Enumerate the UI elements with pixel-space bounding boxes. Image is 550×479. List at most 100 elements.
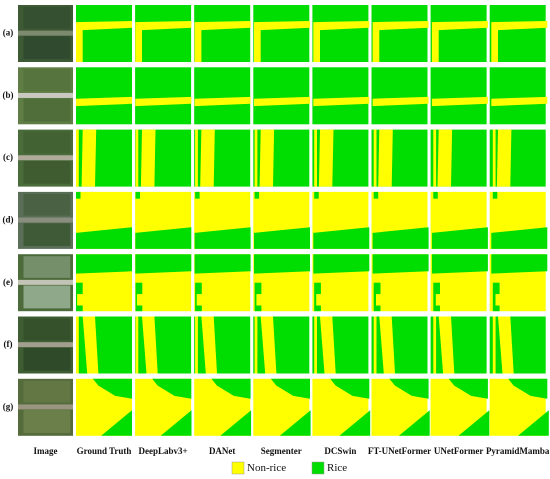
mask-region <box>498 316 514 374</box>
column-label: PyramidMamba <box>486 446 550 456</box>
aerial-image <box>18 129 73 187</box>
road <box>18 279 73 285</box>
field <box>23 160 71 184</box>
aerial-image <box>18 5 73 62</box>
mask-region <box>313 96 370 107</box>
mask-region <box>194 21 251 62</box>
mask-region <box>373 129 377 187</box>
mask-region <box>136 294 147 306</box>
mask-bg <box>135 67 192 125</box>
mask-region <box>196 294 207 306</box>
mask-region <box>270 378 310 399</box>
aerial-image <box>18 316 73 374</box>
mask-region <box>81 129 97 187</box>
aerial-image <box>18 254 73 312</box>
mask-region <box>135 129 139 187</box>
mask-region <box>491 96 548 107</box>
mask-region <box>135 191 140 199</box>
mask-region <box>211 378 251 399</box>
row-label: (g) <box>3 401 14 411</box>
mask-region <box>379 316 395 374</box>
mask-bg <box>371 67 428 125</box>
mask-bg <box>194 67 251 125</box>
mask-bg <box>253 5 310 62</box>
segmentation-mask <box>489 191 548 249</box>
mask-region <box>373 316 377 374</box>
mask-region <box>140 129 156 187</box>
mask-bg <box>194 5 251 62</box>
mask-region <box>76 129 79 187</box>
mask-region <box>372 96 429 107</box>
segmentation-mask <box>489 378 549 436</box>
legend-label: Rice <box>327 462 347 474</box>
mask-region <box>316 294 327 306</box>
mask-region <box>254 21 310 62</box>
segmentation-mask <box>135 67 192 125</box>
mask-region <box>101 410 132 436</box>
segmentation-mask <box>312 129 369 187</box>
segmentation-mask <box>76 191 132 249</box>
column-label: DeepLabv3+ <box>139 446 188 456</box>
row-label: (e) <box>3 277 13 287</box>
mask-region <box>254 129 258 187</box>
segmentation-mask <box>135 129 192 187</box>
row-label: (c) <box>3 152 13 162</box>
mask-region <box>254 254 310 274</box>
mask-region <box>438 316 455 374</box>
field <box>23 223 71 247</box>
mask-region <box>437 129 453 187</box>
segmentation-mask <box>312 316 369 374</box>
mask-region <box>313 254 370 274</box>
mask-region <box>318 129 334 187</box>
mask-region <box>313 227 370 249</box>
segmentation-mask <box>430 378 490 436</box>
mask-region <box>320 316 336 374</box>
mask-region <box>448 378 488 399</box>
segmentation-mask <box>76 129 132 187</box>
column-label: DCSwin <box>324 446 356 456</box>
segmentation-mask <box>194 67 251 125</box>
segmentation-mask <box>253 316 310 374</box>
segmentation-mask <box>194 378 252 436</box>
aerial-image <box>18 191 73 249</box>
field <box>23 285 71 309</box>
segmentation-mask <box>253 191 310 249</box>
mask-region <box>313 21 370 62</box>
field <box>23 410 71 433</box>
mask-region <box>254 96 310 107</box>
mask-region <box>76 96 132 107</box>
segmentation-mask <box>76 5 132 62</box>
mask-region <box>194 254 251 274</box>
field <box>23 347 71 371</box>
mask-bg <box>489 67 546 125</box>
segmentation-mask <box>489 254 548 312</box>
road <box>18 404 73 410</box>
mask-region <box>135 316 139 374</box>
mask-bg <box>430 316 487 374</box>
field <box>23 7 71 29</box>
mask-region <box>433 316 437 374</box>
column-label: DANet <box>209 446 236 456</box>
mask-region <box>314 191 319 199</box>
mask-region <box>76 191 81 199</box>
segmentation-mask <box>430 129 487 187</box>
segmentation-mask <box>371 191 429 249</box>
mask-region <box>195 191 200 199</box>
mask-region <box>194 96 251 107</box>
segmentation-mask <box>312 191 370 249</box>
mask-region <box>195 316 198 374</box>
mask-region <box>376 294 387 306</box>
column-label: UNetFormer <box>434 446 483 456</box>
segmentation-mask <box>430 316 487 374</box>
segmentation-mask <box>76 316 132 374</box>
mask-bg <box>371 316 428 374</box>
mask-region <box>492 191 498 199</box>
mask-region <box>372 254 429 274</box>
mask-region <box>254 227 310 249</box>
mask-bg <box>430 5 487 62</box>
legend-swatch <box>311 461 325 475</box>
road <box>18 155 73 161</box>
mask-region <box>339 410 371 436</box>
segmentation-mask <box>430 254 488 312</box>
mask-region <box>433 129 437 187</box>
